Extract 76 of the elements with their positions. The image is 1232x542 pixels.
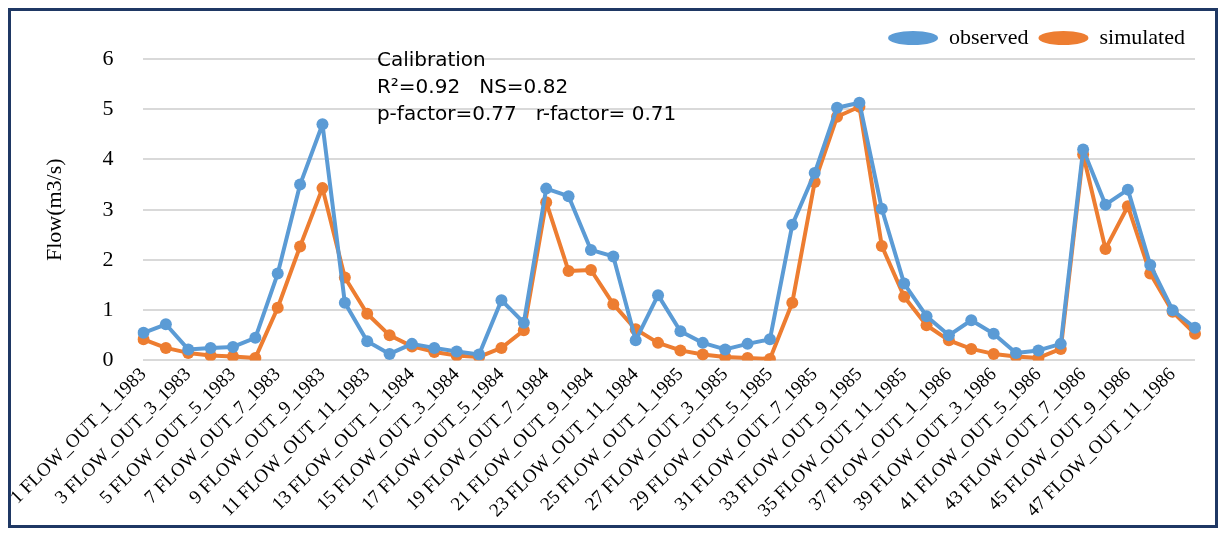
point <box>741 337 754 350</box>
point <box>741 351 754 361</box>
point <box>719 343 732 356</box>
point <box>831 101 844 114</box>
point <box>159 318 172 331</box>
point <box>428 341 441 354</box>
legend-label: simulated <box>1099 23 1186 49</box>
point <box>1054 337 1067 350</box>
point <box>271 301 284 314</box>
y-tick-label: 4 <box>102 145 114 171</box>
point <box>607 250 620 263</box>
point <box>249 351 262 361</box>
point <box>853 96 866 109</box>
point <box>383 347 396 360</box>
point <box>338 296 351 309</box>
point <box>786 218 799 231</box>
point <box>875 202 888 215</box>
point <box>607 298 620 311</box>
y-tick-label: 6 <box>102 44 114 70</box>
point <box>249 331 262 344</box>
point <box>696 348 709 361</box>
point <box>808 167 821 180</box>
y-tick-label: 0 <box>102 346 114 372</box>
y-tick-label: 3 <box>102 195 114 221</box>
point <box>204 341 217 354</box>
point <box>1010 346 1023 359</box>
point <box>517 316 530 329</box>
annotation: Calibration <box>376 47 486 72</box>
point <box>696 336 709 349</box>
point <box>294 178 307 191</box>
point <box>1121 183 1134 196</box>
point <box>137 326 150 339</box>
point <box>920 310 933 323</box>
point <box>763 333 776 346</box>
point <box>540 182 553 195</box>
legend-label: observed <box>949 23 1029 49</box>
point <box>450 345 463 358</box>
point <box>629 334 642 347</box>
point <box>674 325 687 338</box>
point <box>965 342 978 355</box>
point <box>562 190 575 203</box>
annotation: R²=0.92 NS=0.82 <box>376 74 569 99</box>
annotation: p-factor=0.77 r-factor= 0.71 <box>376 101 677 126</box>
y-tick-label: 1 <box>102 295 114 321</box>
point <box>383 329 396 342</box>
y-tick-label: 5 <box>102 95 114 121</box>
point <box>1189 321 1201 334</box>
point <box>495 341 508 354</box>
point <box>942 329 955 342</box>
point <box>1099 198 1112 211</box>
point <box>495 294 508 307</box>
point <box>674 344 687 357</box>
point <box>965 314 978 327</box>
point <box>316 118 329 131</box>
point <box>652 336 665 349</box>
point <box>226 340 239 353</box>
point <box>652 289 665 302</box>
point <box>294 240 307 253</box>
point <box>1144 258 1157 271</box>
point <box>584 243 597 256</box>
y-tick-label: 2 <box>102 245 114 271</box>
point <box>159 341 172 354</box>
point <box>786 296 799 309</box>
point <box>562 265 575 278</box>
point <box>898 277 911 290</box>
point <box>1032 344 1045 357</box>
point <box>987 347 1000 360</box>
point <box>1077 143 1090 156</box>
point <box>987 327 1000 340</box>
point <box>361 307 374 320</box>
point <box>875 239 888 252</box>
point <box>271 267 284 280</box>
point <box>584 264 597 277</box>
y-axis-title: Flow(m3/s) <box>41 158 67 262</box>
point <box>898 290 911 303</box>
point <box>361 335 374 348</box>
